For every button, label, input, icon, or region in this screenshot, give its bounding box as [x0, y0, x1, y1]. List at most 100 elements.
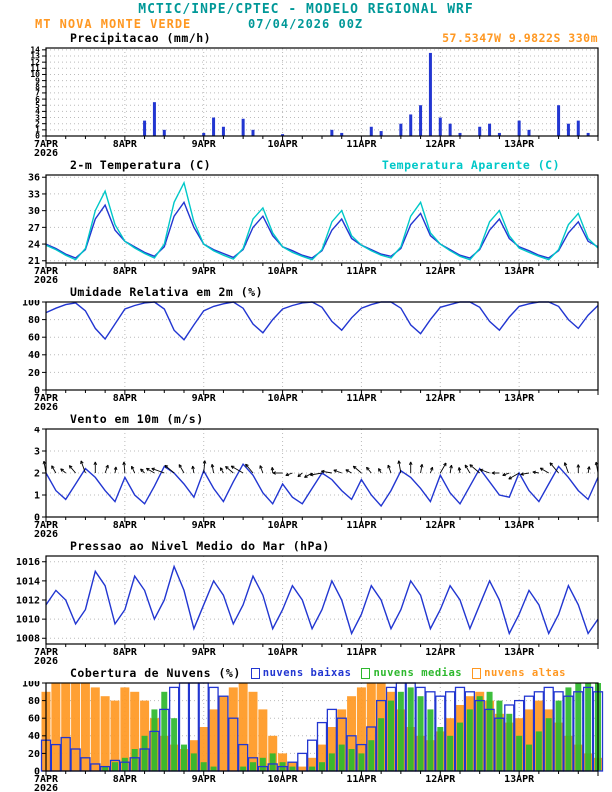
legend-nuvens-medias: nuvens medias [361, 665, 462, 681]
svg-text:80: 80 [28, 315, 40, 326]
svg-text:10APR: 10APR [268, 393, 299, 404]
svg-text:100: 100 [22, 300, 40, 308]
svg-text:7APR: 7APR [34, 139, 59, 150]
wind-chart-canvas: 0 1 2 3 4 7APR 8APR 9APR 10APR 11APR 12APR 13APR 202… [34, 427, 599, 538]
svg-text:20: 20 [28, 749, 40, 760]
svg-text:6: 6 [35, 95, 40, 104]
svg-text:2026: 2026 [34, 783, 58, 792]
page-title: MCTIC/INPE/CPTEC - MODELO REGIONAL WRF [138, 2, 474, 17]
station-name: MT NOVA MONTE VERDE [35, 17, 192, 31]
svg-text:2: 2 [35, 119, 40, 128]
pressure-chart-canvas: 1008 1010 1012 1014 1016 7APR 8APR 9APR 10APR 11A… [16, 555, 599, 665]
svg-text:24: 24 [28, 239, 40, 250]
model-run-datetime: 07/04/2026 00Z [248, 17, 364, 31]
svg-text:2026: 2026 [34, 148, 58, 157]
legend-swatch-altas-icon [472, 667, 482, 679]
svg-text:9APR: 9APR [192, 647, 217, 658]
panel-humidity-title: Umidade Relativa em 2m (%) [70, 285, 264, 299]
panel-temperature-title: 2-m Temperatura (C) [70, 158, 212, 172]
svg-text:1016: 1016 [16, 557, 40, 568]
svg-text:40: 40 [28, 350, 40, 361]
svg-text:20: 20 [28, 368, 40, 379]
svg-text:36: 36 [28, 173, 40, 184]
panel-humidity: Umidade Relativa em 2m (%) 0 20 40 60 80 100 7… [0, 284, 612, 411]
svg-text:8APR: 8APR [113, 139, 138, 150]
svg-text:13APR: 13APR [504, 647, 535, 658]
chart-panels: Precipitacao (mm/h) 57.5347W 9.9822S 330… [0, 30, 612, 792]
svg-text:1: 1 [35, 126, 40, 135]
svg-text:8APR: 8APR [113, 774, 138, 785]
svg-text:3: 3 [34, 446, 40, 457]
svg-text:30: 30 [28, 206, 40, 217]
panel-pressure-header: Pressao ao Nivel Medio do Mar (hPa) [0, 538, 612, 554]
svg-text:12APR: 12APR [425, 520, 456, 531]
svg-text:8APR: 8APR [113, 393, 138, 404]
panel-cloud-cover-title: Cobertura de Nuvens (%) [70, 666, 241, 680]
svg-text:2026: 2026 [34, 275, 58, 284]
svg-text:8APR: 8APR [113, 520, 138, 531]
svg-text:100: 100 [22, 681, 40, 689]
svg-text:13APR: 13APR [504, 393, 535, 404]
panel-wind-header: Vento em 10m (m/s) [0, 411, 612, 427]
svg-text:9: 9 [35, 76, 40, 85]
svg-text:9APR: 9APR [192, 139, 217, 150]
svg-text:12APR: 12APR [425, 139, 456, 150]
svg-text:11APR: 11APR [346, 647, 377, 658]
svg-text:9APR: 9APR [192, 520, 217, 531]
panel-pressure-title: Pressao ao Nivel Medio do Mar (hPa) [70, 539, 330, 553]
svg-text:12APR: 12APR [425, 647, 456, 658]
panel-cloud-cover: Cobertura de Nuvens (%) nuvens baixas nu… [0, 665, 612, 792]
svg-text:2026: 2026 [34, 529, 58, 538]
svg-text:80: 80 [28, 696, 40, 707]
svg-text:10APR: 10APR [268, 774, 299, 785]
svg-text:11APR: 11APR [346, 393, 377, 404]
legend-swatch-baixas-icon [250, 667, 260, 679]
svg-text:12APR: 12APR [425, 266, 456, 277]
svg-text:13: 13 [30, 52, 40, 61]
panel-wind-title: Vento em 10m (m/s) [70, 412, 204, 426]
svg-text:7APR: 7APR [34, 393, 59, 404]
svg-text:7APR: 7APR [34, 647, 59, 658]
svg-text:27: 27 [28, 223, 40, 234]
svg-text:10: 10 [30, 70, 40, 79]
svg-text:4: 4 [35, 107, 40, 116]
svg-text:2: 2 [34, 468, 40, 479]
svg-text:11APR: 11APR [346, 266, 377, 277]
svg-text:3: 3 [35, 113, 40, 122]
legend-label-medias: nuvens medias [373, 667, 463, 679]
svg-text:10APR: 10APR [268, 520, 299, 531]
svg-text:10APR: 10APR [268, 647, 299, 658]
legend-nuvens-altas: nuvens altas [472, 665, 566, 681]
apparent-temperature-label: Temperatura Aparente (C) [381, 158, 560, 172]
svg-text:9APR: 9APR [192, 774, 217, 785]
panel-temperature-header: 2-m Temperatura (C) Temperatura Aparente… [0, 157, 612, 173]
svg-text:8APR: 8APR [113, 647, 138, 658]
panel-temperature: 2-m Temperatura (C) Temperatura Aparente… [0, 157, 612, 284]
svg-text:12: 12 [30, 58, 40, 67]
temperature-chart-canvas: 21 24 27 30 33 36 7APR 8APR 9APR 10APR 11APR 12APR 1… [28, 173, 599, 284]
svg-text:14: 14 [30, 46, 40, 55]
svg-text:11: 11 [30, 64, 40, 73]
svg-text:11APR: 11APR [346, 774, 377, 785]
svg-text:33: 33 [28, 189, 40, 200]
svg-text:11APR: 11APR [346, 139, 377, 150]
svg-text:60: 60 [28, 714, 40, 725]
legend-nuvens-baixas: nuvens baixas [250, 665, 352, 681]
svg-text:7APR: 7APR [34, 266, 59, 277]
svg-text:10APR: 10APR [268, 139, 299, 150]
svg-text:2026: 2026 [34, 656, 58, 665]
panel-precipitation-header: Precipitacao (mm/h) 57.5347W 9.9822S 330… [0, 30, 612, 46]
svg-text:8: 8 [35, 82, 40, 91]
svg-text:13APR: 13APR [504, 520, 535, 531]
svg-text:7: 7 [35, 89, 40, 98]
svg-text:2026: 2026 [34, 402, 58, 411]
svg-text:0: 0 [34, 385, 40, 396]
svg-text:60: 60 [28, 333, 40, 344]
svg-text:9APR: 9APR [192, 266, 217, 277]
legend-label-baixas: nuvens baixas [262, 667, 352, 679]
legend-label-altas: nuvens altas [484, 667, 566, 679]
panel-wind: Vento em 10m (m/s) 0 1 2 3 4 7APR 8APR 9APR 10AP… [0, 411, 612, 538]
svg-text:5: 5 [35, 101, 40, 110]
svg-text:0: 0 [35, 132, 40, 141]
